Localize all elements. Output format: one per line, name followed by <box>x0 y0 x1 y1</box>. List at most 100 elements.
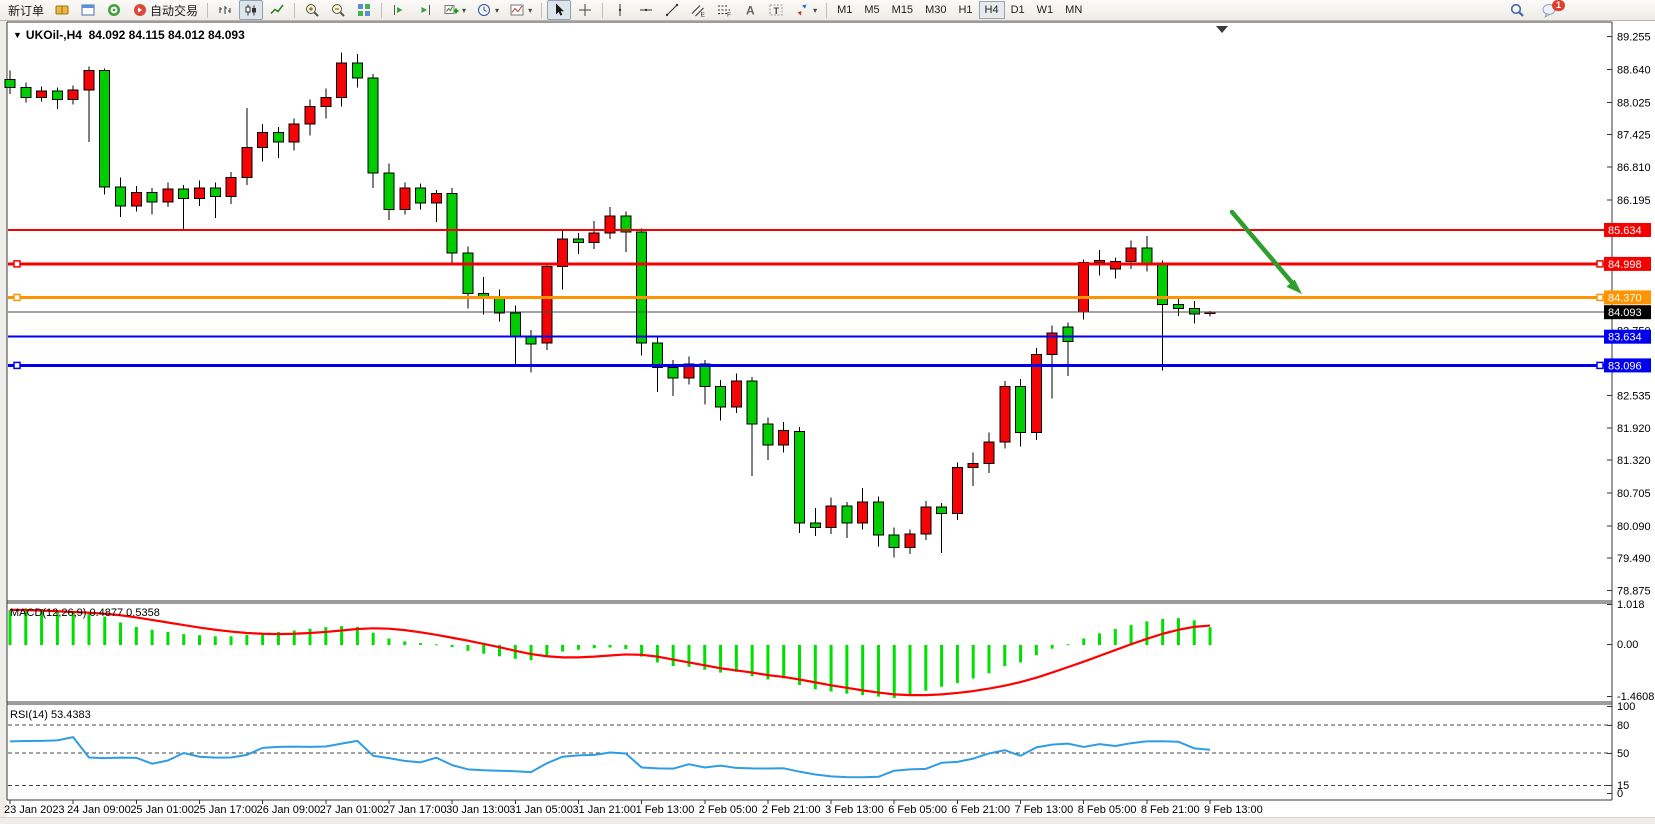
svg-text:81.320: 81.320 <box>1617 455 1651 467</box>
svg-text:8 Feb 21:00: 8 Feb 21:00 <box>1141 804 1200 816</box>
newchart-icon <box>444 5 459 14</box>
zin-icon <box>306 4 319 17</box>
svg-text:31 Jan 05:00: 31 Jan 05:00 <box>509 804 573 816</box>
chart-canvas[interactable]: 89.25588.64088.02587.42586.81086.19585.5… <box>0 21 1655 823</box>
zoom-in-button[interactable] <box>300 0 324 20</box>
periods-button[interactable]: ▾ <box>472 0 503 20</box>
svg-text:9 Feb 13:00: 9 Feb 13:00 <box>1204 804 1263 816</box>
dropdown-caret-icon[interactable]: ▾ <box>462 5 467 15</box>
cursor-button[interactable] <box>547 0 572 20</box>
dropdown-caret-icon[interactable]: ▾ <box>528 5 533 15</box>
timeframe-h1-button[interactable]: H1 <box>958 4 973 16</box>
timeframe-d1-button[interactable]: D1 <box>1010 4 1025 16</box>
bar-chart-button[interactable] <box>213 0 237 20</box>
data-window-button[interactable] <box>76 0 100 20</box>
svg-text:E: E <box>701 12 706 19</box>
win-icon <box>81 4 95 16</box>
svg-text:82.535: 82.535 <box>1617 390 1651 402</box>
svg-text:27 Jan 01:00: 27 Jan 01:00 <box>320 804 384 816</box>
chat-button[interactable]: 1 <box>1537 0 1576 20</box>
trendline-button[interactable] <box>660 0 684 20</box>
new-chart-button[interactable]: ▾ <box>439 0 470 20</box>
cross-icon <box>579 4 592 16</box>
svg-text:0: 0 <box>1617 788 1623 800</box>
svg-text:6 Feb 05:00: 6 Feb 05:00 <box>888 804 947 816</box>
new-order-button[interactable]: 新订单 <box>4 0 48 20</box>
candlestick-chart-button[interactable] <box>239 0 264 20</box>
search-icon <box>1510 3 1524 17</box>
svg-text:80.705: 80.705 <box>1617 488 1651 500</box>
dropdown-caret-icon[interactable]: ▾ <box>813 5 818 15</box>
tile-windows-button[interactable] <box>352 0 376 20</box>
svg-text:79.490: 79.490 <box>1617 553 1651 565</box>
svg-text:T: T <box>774 6 780 16</box>
book-icon <box>55 5 69 15</box>
hline-handle[interactable] <box>1596 260 1604 268</box>
auto-icon <box>134 4 147 16</box>
svg-text:85.634: 85.634 <box>1608 225 1642 237</box>
search-button[interactable] <box>1505 0 1529 20</box>
svg-text:25 Jan 17:00: 25 Jan 17:00 <box>193 804 257 816</box>
vertical-line-button[interactable] <box>608 0 632 20</box>
toolbar: 新订单 自动交易 ▾ ▾ ▾ E F A T ▾ M1 M5 M15 M30 H1 H4 D1 W1 MN 1 <box>0 0 1655 21</box>
svg-text:6 Feb 21:00: 6 Feb 21:00 <box>951 804 1010 816</box>
arrows-button[interactable]: ▾ <box>790 0 821 20</box>
crosshair-button[interactable] <box>573 0 597 20</box>
market-watch-button[interactable] <box>50 0 74 20</box>
svg-text:80.090: 80.090 <box>1617 521 1651 533</box>
hline-handle[interactable] <box>13 293 21 302</box>
chart-shift-marker-icon[interactable] <box>1216 26 1228 33</box>
hline-handle[interactable] <box>1596 293 1604 302</box>
timeframe-h4-button[interactable]: H4 <box>978 1 1005 19</box>
svg-text:31 Jan 21:00: 31 Jan 21:00 <box>572 804 636 816</box>
timeframe-m15-button[interactable]: M15 <box>891 4 914 16</box>
new-order-label: 新订单 <box>8 3 45 18</box>
dropdown-caret-icon[interactable]: ▾ <box>495 5 500 15</box>
hline-handle[interactable] <box>1596 361 1604 370</box>
svg-text:81.920: 81.920 <box>1617 423 1651 435</box>
tmpl-icon <box>510 4 524 16</box>
timeframe-w1-button[interactable]: W1 <box>1036 4 1054 16</box>
auto-scroll-button[interactable] <box>413 0 437 20</box>
chart-symbol-header[interactable]: ▼ UKOil-,H4 84.092 84.115 84.012 84.093 <box>13 28 245 42</box>
candle-icon <box>245 4 257 16</box>
toolbar-separator <box>541 2 543 18</box>
auto-trading-label: 自动交易 <box>150 3 199 18</box>
hline-handle[interactable] <box>13 361 21 370</box>
templates-button[interactable]: ▾ <box>505 0 536 20</box>
candlesticks <box>4 52 1216 558</box>
navigator-button[interactable] <box>102 0 126 20</box>
svg-text:86.810: 86.810 <box>1617 162 1651 174</box>
hline-handle[interactable] <box>13 260 21 268</box>
svg-text:25 Jan 01:00: 25 Jan 01:00 <box>130 804 194 816</box>
rsi-pane: 100 80 50 150 <box>8 701 1635 800</box>
svg-text:100: 100 <box>1617 701 1635 713</box>
timeframe-m30-button[interactable]: M30 <box>925 4 947 16</box>
clock-icon <box>478 4 491 16</box>
timeframe-m5-button[interactable]: M5 <box>864 4 880 16</box>
toolbar-separator <box>602 2 604 18</box>
horizontal-line-button[interactable] <box>634 0 658 20</box>
svg-text:2 Feb 05:00: 2 Feb 05:00 <box>699 804 758 816</box>
chat-notification-badge: 1 <box>1552 0 1565 11</box>
equidistant-channel-button[interactable]: E <box>686 0 710 20</box>
txtA-icon: A <box>746 4 755 18</box>
line-chart-button[interactable] <box>265 0 289 20</box>
svg-text:15: 15 <box>1617 780 1629 792</box>
price-badges: 85.634 84.998 84.370 83.634 83.096 84.093 <box>1604 222 1651 373</box>
svg-text:78.875: 78.875 <box>1617 586 1651 598</box>
timeframe-mn-button[interactable]: MN <box>1065 4 1083 16</box>
trend-arrow-object[interactable] <box>1229 209 1302 294</box>
fibonacci-button[interactable]: F <box>712 0 736 20</box>
text-button[interactable]: A <box>738 0 762 20</box>
auto-trading-button[interactable]: 自动交易 <box>128 0 202 20</box>
text-label-button[interactable]: T <box>764 0 788 20</box>
timeframe-m1-button[interactable]: M1 <box>837 4 853 16</box>
pane-borders <box>6 21 1613 801</box>
svg-text:30 Jan 13:00: 30 Jan 13:00 <box>446 804 510 816</box>
symbol-dropdown-icon[interactable]: ▼ <box>13 30 22 40</box>
chart-shift-button[interactable] <box>387 0 411 20</box>
zoom-out-button[interactable] <box>326 0 350 20</box>
svg-text:A: A <box>746 4 755 18</box>
svg-text:84.998: 84.998 <box>1608 259 1642 271</box>
